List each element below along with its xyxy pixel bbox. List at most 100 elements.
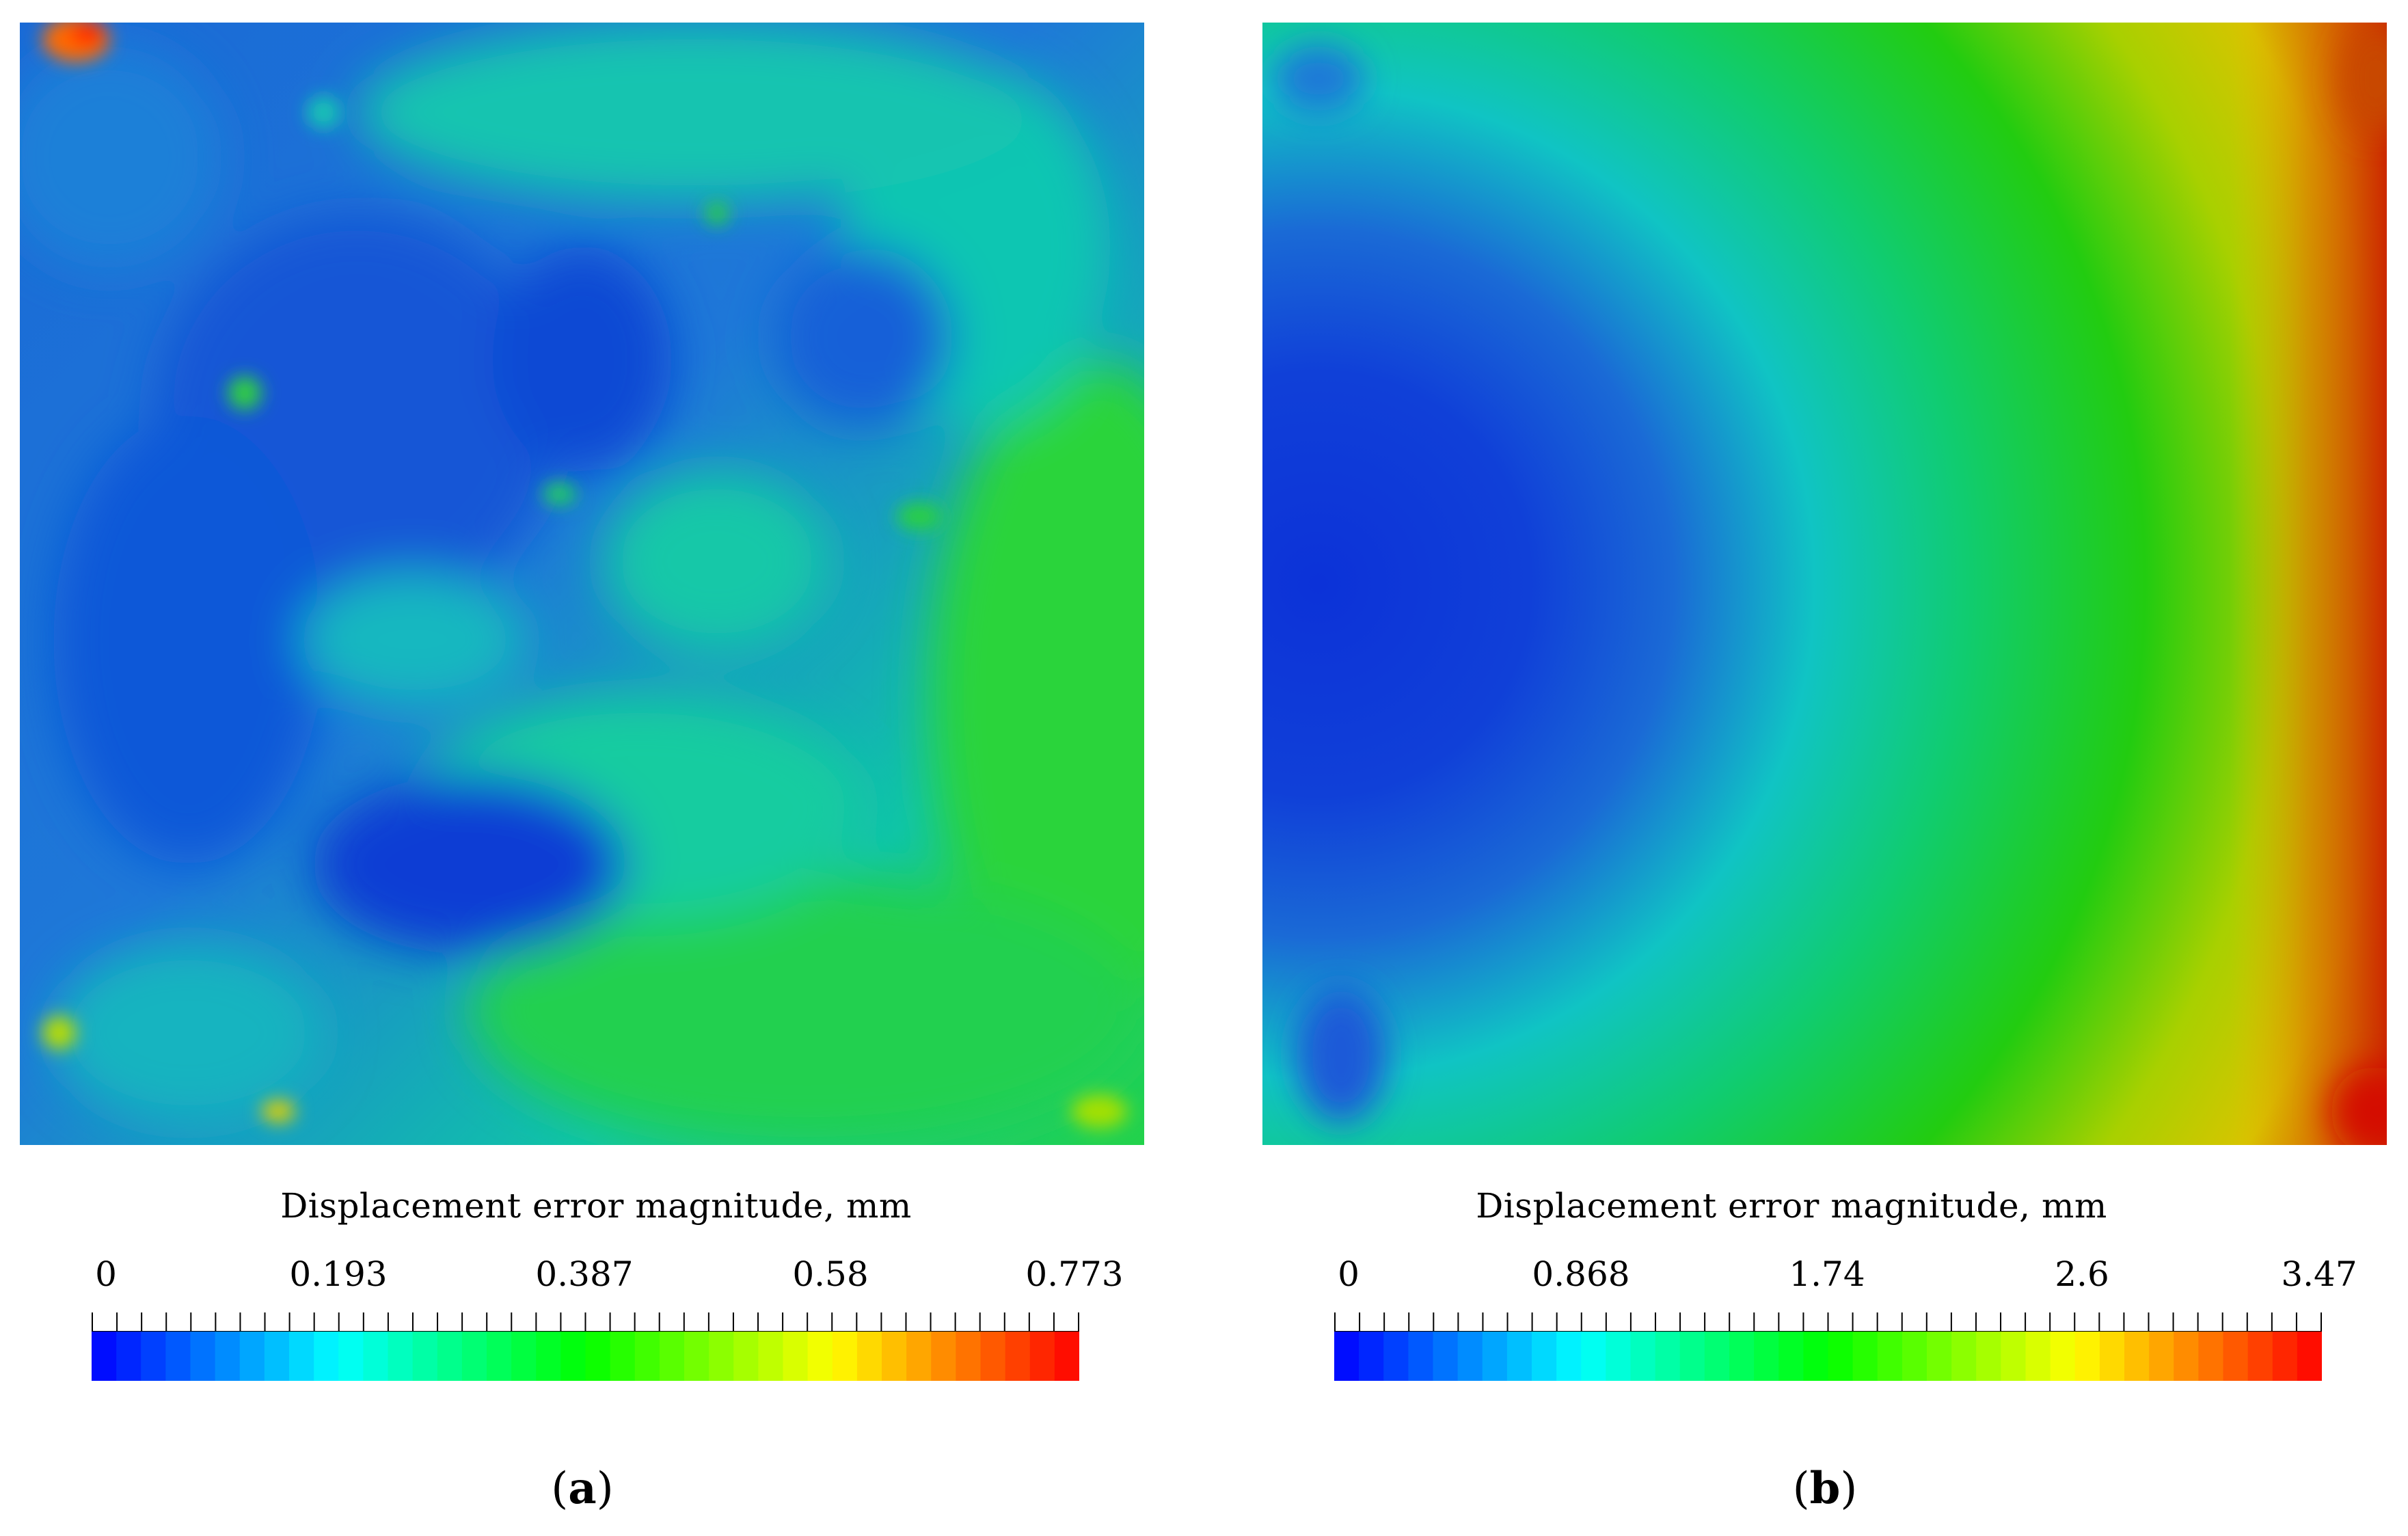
colorbar-band	[1054, 1332, 1079, 1381]
colorbar-band	[363, 1332, 389, 1381]
colorbar-band	[1581, 1332, 1606, 1381]
colorbar-band	[2050, 1332, 2076, 1381]
colorbar-tick-label-b: 1.74	[1789, 1254, 1865, 1294]
colorbar-band	[264, 1332, 290, 1381]
colorbar-band	[1334, 1332, 1359, 1381]
colorbar-band	[634, 1332, 660, 1381]
colorbar-band	[1606, 1332, 1632, 1381]
colorbar-band	[1532, 1332, 1557, 1381]
colorbar-band	[2001, 1332, 2027, 1381]
colorbar-band	[116, 1332, 141, 1381]
colorbar-tick-label-a: 0	[95, 1254, 117, 1294]
colorbar-band	[2223, 1332, 2249, 1381]
colorbar-band	[2297, 1332, 2322, 1381]
panel-label-a: (a)	[551, 1463, 614, 1514]
colorbar-band	[1005, 1332, 1031, 1381]
colorbar-band	[1927, 1332, 1952, 1381]
colorbar-band	[412, 1332, 438, 1381]
colorbar-band	[807, 1332, 833, 1381]
panel-a: Displacement error magnitude, mm 0 0.193…	[0, 0, 1203, 1536]
colorbar-band	[1704, 1332, 1730, 1381]
colorbar-band	[141, 1332, 166, 1381]
colorbar-band	[215, 1332, 241, 1381]
colorbar-band	[1852, 1332, 1878, 1381]
colorbar-band	[2025, 1332, 2051, 1381]
colorbar-band	[585, 1332, 611, 1381]
colorbar-band	[2272, 1332, 2298, 1381]
colorbar-band	[610, 1332, 636, 1381]
colorbar-band	[388, 1332, 414, 1381]
colorbar-band	[758, 1332, 784, 1381]
colorbar-band	[956, 1332, 982, 1381]
colorbar-band	[2247, 1332, 2273, 1381]
colorbar-band	[1383, 1332, 1409, 1381]
colorbar-band	[832, 1332, 858, 1381]
colorbar-band	[1482, 1332, 1508, 1381]
colorbar-band	[684, 1332, 709, 1381]
colorbar-band	[487, 1332, 512, 1381]
colorbar-band	[239, 1332, 265, 1381]
colorbar-band	[1029, 1332, 1055, 1381]
colorbar-band	[92, 1332, 117, 1381]
colorbar-band	[1976, 1332, 2001, 1381]
colorbar-band	[1877, 1332, 1903, 1381]
colorbar-band	[1433, 1332, 1459, 1381]
colorbar-band	[783, 1332, 809, 1381]
colorbar-band	[1655, 1332, 1681, 1381]
colorbar-title-a: Displacement error magnitude, mm	[280, 1186, 912, 1226]
field-image-b	[1262, 23, 2387, 1145]
colorbar-title-b: Displacement error magnitude, mm	[1476, 1186, 2107, 1226]
colorbar-band	[1828, 1332, 1854, 1381]
colorbar-tick-label-b: 2.6	[2055, 1254, 2109, 1294]
colorbar-tick-label-b: 3.47	[2281, 1254, 2357, 1294]
colorbar-band	[1754, 1332, 1779, 1381]
colorbar-tick-label-b: 0.868	[1532, 1254, 1630, 1294]
colorbar-band	[1679, 1332, 1705, 1381]
colorbar-band	[1729, 1332, 1755, 1381]
colorbar-tick-label-a: 0.387	[535, 1254, 634, 1294]
colorbar-band	[1951, 1332, 1977, 1381]
colorbar-band	[1408, 1332, 1434, 1381]
colorbar-band	[733, 1332, 759, 1381]
colorbar-band	[1359, 1332, 1384, 1381]
colorbar-band	[1902, 1332, 1927, 1381]
colorbar-band	[2198, 1332, 2224, 1381]
colorbar-band	[709, 1332, 734, 1381]
colorbar-band	[659, 1332, 685, 1381]
field-image-a	[20, 23, 1144, 1145]
colorbar-band	[437, 1332, 463, 1381]
colorbar-band	[1630, 1332, 1656, 1381]
colorbar-tick-label-a: 0.58	[792, 1254, 869, 1294]
colorbar-band	[338, 1332, 364, 1381]
colorbar-band	[931, 1332, 956, 1381]
colorbar-band	[2149, 1332, 2174, 1381]
colorbar-tick-label-b: 0	[1338, 1254, 1359, 1294]
colorbar-band	[165, 1332, 191, 1381]
colorbar-band	[2074, 1332, 2100, 1381]
colorbar-band	[1803, 1332, 1829, 1381]
colorbar-band	[1506, 1332, 1532, 1381]
colorbar-band	[2124, 1332, 2150, 1381]
panel-label-b: (b)	[1792, 1463, 1858, 1514]
colorbar-band	[1556, 1332, 1582, 1381]
panel-b: Displacement error magnitude, mm 0 0.868…	[1205, 0, 2408, 1536]
colorbar-band	[980, 1332, 1006, 1381]
colorbar-band	[906, 1332, 932, 1381]
colorbar-band	[560, 1332, 586, 1381]
colorbar-b	[1334, 1332, 2322, 1381]
colorbar-tick-label-a: 0.193	[289, 1254, 388, 1294]
colorbar-band	[289, 1332, 314, 1381]
colorbar-band	[856, 1332, 882, 1381]
colorbar-tick-label-a: 0.773	[1025, 1254, 1124, 1294]
displacement-error-field-a	[20, 23, 1144, 1145]
colorbar-band	[1457, 1332, 1483, 1381]
displacement-error-field-b	[1262, 23, 2387, 1145]
colorbar-band	[1778, 1332, 1804, 1381]
colorbar-band	[511, 1332, 537, 1381]
colorbar-band	[2099, 1332, 2125, 1381]
colorbar-band	[190, 1332, 216, 1381]
colorbar-band	[461, 1332, 487, 1381]
colorbar-band	[882, 1332, 907, 1381]
colorbar-band	[2174, 1332, 2199, 1381]
colorbar-band	[314, 1332, 339, 1381]
